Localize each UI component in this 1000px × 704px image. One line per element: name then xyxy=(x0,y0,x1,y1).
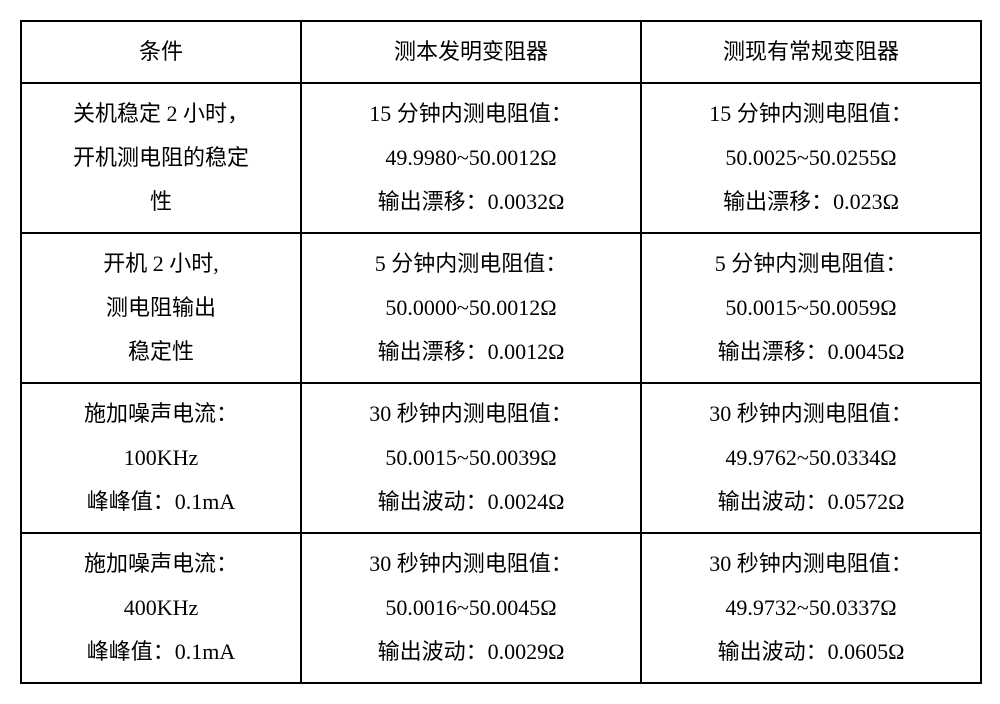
cell-line: 关机稳定 2 小时， xyxy=(73,101,249,126)
table-cell: 5 分钟内测电阻值： 50.0015~50.0059Ω 输出漂移：0.0045Ω xyxy=(641,233,981,383)
cell-line: 输出漂移：0.0045Ω xyxy=(718,339,905,364)
cell-line: 输出波动：0.0024Ω xyxy=(378,489,565,514)
table-cell: 30 秒钟内测电阻值： 50.0015~50.0039Ω 输出波动：0.0024Ω xyxy=(301,383,641,533)
table-header-row: 条件 测本发明变阻器 测现有常规变阻器 xyxy=(21,21,981,83)
cell-line: 15 分钟内测电阻值： xyxy=(709,101,913,126)
cell-line: 49.9980~50.0012Ω xyxy=(385,145,556,170)
cell-line: 50.0000~50.0012Ω xyxy=(385,295,556,320)
cell-line: 30 秒钟内测电阻值： xyxy=(369,551,573,576)
table-row: 施加噪声电流： 100KHz 峰峰值：0.1mA 30 秒钟内测电阻值： 50.0015… xyxy=(21,383,981,533)
cell-line: 施加噪声电流： xyxy=(84,401,238,426)
cell-line: 5 分钟内测电阻值： xyxy=(375,251,568,276)
table-cell: 15 分钟内测电阻值： 49.9980~50.0012Ω 输出漂移：0.0032Ω xyxy=(301,83,641,233)
cell-line: 输出波动：0.0029Ω xyxy=(378,639,565,664)
table-cell: 施加噪声电流： 400KHz 峰峰值：0.1mA xyxy=(21,533,301,683)
col-header-invention: 测本发明变阻器 xyxy=(301,21,641,83)
cell-line: 30 秒钟内测电阻值： xyxy=(709,401,913,426)
cell-line: 30 秒钟内测电阻值： xyxy=(709,551,913,576)
table-body: 关机稳定 2 小时， 开机测电阻的稳定性 15 分钟内测电阻值： 49.9980~50… xyxy=(21,83,981,683)
cell-line: 49.9762~50.0334Ω xyxy=(725,445,896,470)
table-cell: 开机 2 小时, 测电阻输出稳定性 xyxy=(21,233,301,383)
table-row: 关机稳定 2 小时， 开机测电阻的稳定性 15 分钟内测电阻值： 49.9980~50… xyxy=(21,83,981,233)
table-cell: 30 秒钟内测电阻值： 49.9732~50.0337Ω 输出波动：0.0605Ω xyxy=(641,533,981,683)
table-row: 施加噪声电流： 400KHz 峰峰值：0.1mA 30 秒钟内测电阻值： 50.0016… xyxy=(21,533,981,683)
cell-line: 49.9732~50.0337Ω xyxy=(725,595,896,620)
cell-line: 输出波动：0.0605Ω xyxy=(718,639,905,664)
cell-line: 50.0016~50.0045Ω xyxy=(385,595,556,620)
cell-line: 100KHz xyxy=(124,445,199,470)
table-cell: 15 分钟内测电阻值： 50.0025~50.0255Ω 输出漂移：0.023Ω xyxy=(641,83,981,233)
cell-line: 15 分钟内测电阻值： xyxy=(369,101,573,126)
table-cell: 5 分钟内测电阻值： 50.0000~50.0012Ω 输出漂移：0.0012Ω xyxy=(301,233,641,383)
table-cell: 关机稳定 2 小时， 开机测电阻的稳定性 xyxy=(21,83,301,233)
cell-line: 稳定性 xyxy=(128,339,194,364)
cell-line: 输出漂移：0.0012Ω xyxy=(378,339,565,364)
cell-line: 400KHz xyxy=(124,595,199,620)
cell-line: 输出漂移：0.0032Ω xyxy=(378,189,565,214)
col-header-condition: 条件 xyxy=(21,21,301,83)
cell-line: 施加噪声电流： xyxy=(84,551,238,576)
comparison-table: 条件 测本发明变阻器 测现有常规变阻器 关机稳定 2 小时， 开机测电阻的稳定性 1… xyxy=(20,20,982,684)
cell-line: 测电阻输出 xyxy=(106,295,216,320)
cell-line: 峰峰值：0.1mA xyxy=(87,489,236,514)
table-row: 开机 2 小时, 测电阻输出稳定性 5 分钟内测电阻值： 50.0000~50.001… xyxy=(21,233,981,383)
col-header-conventional: 测现有常规变阻器 xyxy=(641,21,981,83)
cell-line: 性 xyxy=(150,189,172,214)
cell-line: 峰峰值：0.1mA xyxy=(87,639,236,664)
cell-line: 50.0015~50.0039Ω xyxy=(385,445,556,470)
cell-line: 输出波动：0.0572Ω xyxy=(718,489,905,514)
cell-line: 50.0015~50.0059Ω xyxy=(725,295,896,320)
cell-line: 50.0025~50.0255Ω xyxy=(725,145,896,170)
table-cell: 30 秒钟内测电阻值： 50.0016~50.0045Ω 输出波动：0.0029Ω xyxy=(301,533,641,683)
cell-line: 30 秒钟内测电阻值： xyxy=(369,401,573,426)
cell-line: 5 分钟内测电阻值： xyxy=(715,251,908,276)
table-cell: 30 秒钟内测电阻值： 49.9762~50.0334Ω 输出波动：0.0572Ω xyxy=(641,383,981,533)
cell-line: 输出漂移：0.023Ω xyxy=(723,189,899,214)
table-cell: 施加噪声电流： 100KHz 峰峰值：0.1mA xyxy=(21,383,301,533)
cell-line: 开机 2 小时, xyxy=(103,251,219,276)
cell-line: 开机测电阻的稳定 xyxy=(73,145,249,170)
